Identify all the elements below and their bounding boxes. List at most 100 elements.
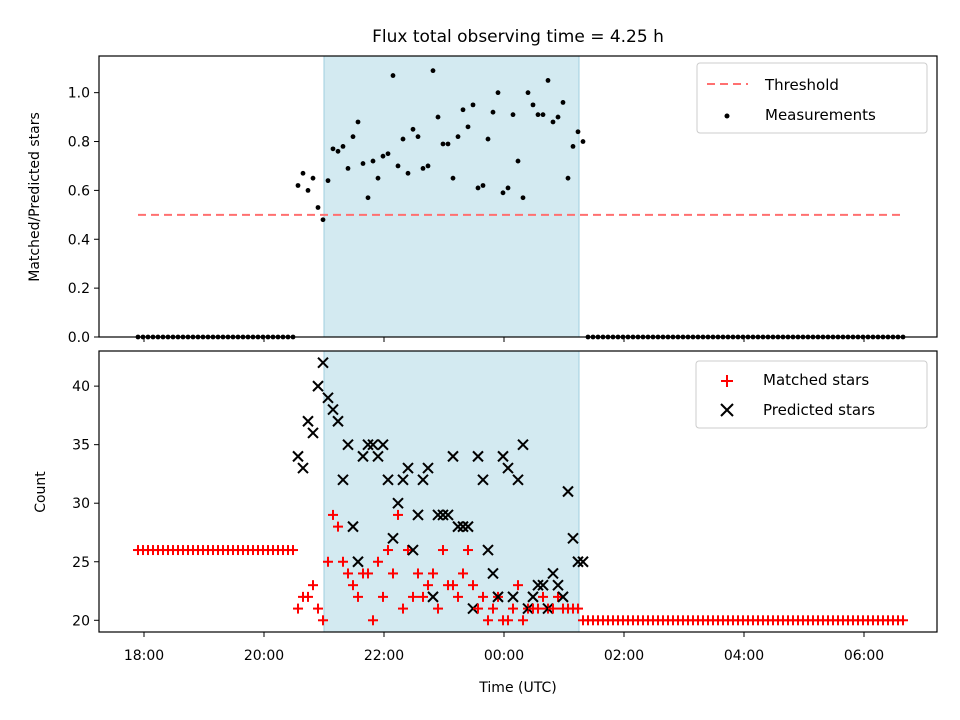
predicted-star-point: [372, 450, 384, 463]
measurement-point: [565, 175, 571, 181]
measurement-point: [460, 107, 466, 113]
measurement-point: [560, 100, 566, 105]
measurement-point: [540, 112, 546, 118]
measurement-point: [340, 144, 346, 149]
x-axis-label: Time (UTC): [478, 680, 556, 696]
measurement-point: [365, 195, 371, 201]
lower-y-axis: 20 25 30 35 40: [72, 379, 99, 629]
lower-panel: 20 25 30 35 40 18:00 20:00 22:00 00:00 02:00 04:0…: [33, 350, 938, 696]
measurement-point: [395, 163, 401, 169]
predicted-star-point: [437, 509, 449, 521]
upper-x-axis: [143, 337, 865, 342]
lower-x-axis: 18:00 20:00 22:00 00:00 02:00 04:00 06:00: [124, 632, 884, 664]
predicted-star-point: [417, 474, 429, 486]
legend-predicted-swatch: [720, 403, 734, 417]
predicted-star-stroke-b: [377, 438, 389, 451]
matched-star-point: [393, 509, 403, 520]
predicted-star-stroke-b: [367, 438, 379, 451]
matched-star-point: [468, 580, 478, 591]
measurement-point: [345, 166, 351, 171]
upper-y-tick-label: 0.0: [68, 330, 90, 346]
matched-star-point: [418, 591, 428, 602]
predicted-star-stroke-b: [412, 509, 424, 521]
predicted-star-point: [537, 579, 549, 591]
predicted-star-stroke-b: [557, 591, 569, 603]
legend-predicted-label: Predicted stars: [763, 401, 875, 419]
predicted-star-stroke-b: [402, 462, 414, 474]
matched-star-point: [378, 591, 388, 602]
predicted-star-point: [412, 509, 424, 521]
predicted-star-stroke-b: [552, 579, 564, 591]
predicted-star-stroke-b: [422, 462, 434, 474]
predicted-star-stroke-b: [352, 556, 364, 568]
predicted-star-stroke-b: [457, 520, 469, 533]
predicted-star-point: [432, 509, 444, 521]
predicted-star-stroke-b: [527, 591, 539, 603]
measurement-point: [470, 102, 476, 108]
measurement-point: [530, 102, 536, 108]
predicted-star-stroke-b: [312, 380, 324, 392]
predicted-star-point: [392, 497, 404, 509]
measurement-point: [575, 129, 581, 135]
predicted-star-point: [457, 520, 469, 533]
measurement-point: [405, 170, 411, 176]
predicted-star-point: [327, 403, 339, 416]
matched-star-point: [438, 545, 448, 556]
measurement-point: [330, 146, 336, 152]
measurement-point: [465, 124, 471, 130]
predicted-star-stroke-b: [322, 392, 334, 404]
predicted-star-stroke-b: [487, 567, 499, 580]
matched-star-point: [328, 509, 338, 520]
measurement-point: [495, 90, 501, 96]
predicted-star-stroke-b: [317, 357, 329, 369]
predicted-star-point: [312, 380, 324, 392]
matched-star-point: [288, 545, 298, 556]
legend-measurements-label: Measurements: [765, 106, 876, 124]
predicted-star-stroke-b: [577, 556, 589, 568]
measurement-point: [385, 151, 391, 157]
measurement-point: [360, 161, 366, 166]
predicted-star-stroke-b: [517, 438, 529, 451]
matched-star-point: [533, 603, 543, 614]
x-tick-label: 04:00: [724, 648, 764, 664]
predicted-star-point: [362, 438, 374, 451]
measurement-point: [555, 114, 561, 120]
matched-star-point: [423, 580, 433, 591]
measurement-point: [455, 134, 461, 140]
matched-star-point: [363, 568, 373, 579]
predicted-star-point: [332, 415, 344, 427]
matched-star-point: [398, 603, 408, 614]
measurement-point: [550, 119, 556, 125]
predicted-star-stroke-b: [452, 520, 464, 533]
matched-star-point: [453, 591, 463, 602]
predicted-star-point: [507, 591, 519, 603]
matched-star-point: [308, 580, 318, 591]
measurement-point: [445, 141, 451, 147]
predicted-star-stroke-b: [507, 591, 519, 603]
measurement-point: [335, 148, 341, 154]
matched-star-point: [313, 603, 323, 614]
predicted-star-stroke-b: [407, 544, 419, 556]
matched-star-point: [408, 591, 418, 602]
predicted-star-point: [472, 450, 484, 463]
measurement-point: [535, 112, 541, 118]
predicted-star-point: [292, 450, 304, 463]
predicted-star-point: [377, 438, 389, 451]
predicted-star-stroke-b: [477, 474, 489, 486]
predicted-star-stroke-b: [562, 485, 574, 498]
predicted-star-stroke-b: [482, 544, 494, 556]
measurement-point: [415, 134, 421, 140]
predicted-star-stroke-b: [512, 474, 524, 486]
measurement-point: [475, 185, 481, 191]
predicted-star-stroke-b: [502, 462, 514, 474]
measurement-point: [580, 139, 586, 144]
predicted-star-point: [422, 462, 434, 474]
measurement-point: [300, 170, 306, 176]
lower-axes-frame: [98, 350, 938, 633]
matched-star-point: [513, 580, 523, 591]
predicted-star-stroke-b: [332, 415, 344, 427]
upper-y-axis: 0.0 0.2 0.4 0.6 0.8 1.0: [68, 86, 99, 346]
predicted-star-stroke-b: [462, 520, 474, 533]
predicted-star-point: [357, 450, 369, 463]
